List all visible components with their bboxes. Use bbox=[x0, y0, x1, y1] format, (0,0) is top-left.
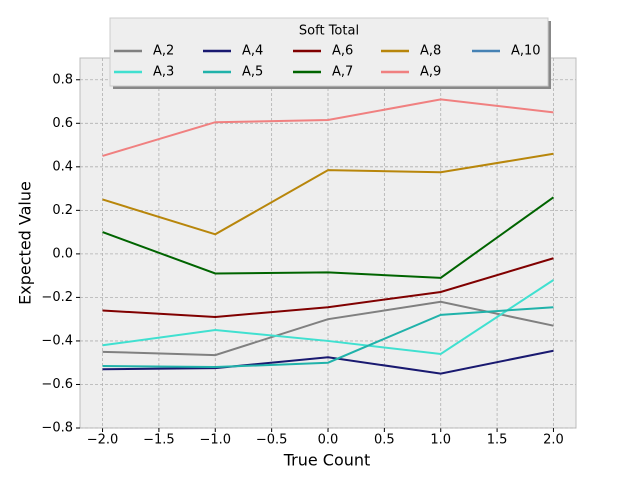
y-tick-label: 0.2 bbox=[52, 203, 73, 218]
line-series bbox=[102, 300, 554, 357]
x-tick-label: 1.5 bbox=[487, 433, 508, 448]
legend-label: A,4 bbox=[242, 44, 263, 59]
line-series bbox=[102, 349, 554, 375]
y-tick-label: −0.6 bbox=[41, 377, 73, 392]
y-tick-label: −0.8 bbox=[41, 421, 73, 436]
y-tick-label: 0.6 bbox=[52, 116, 73, 131]
line-series bbox=[102, 306, 554, 369]
legend-label: A,10 bbox=[511, 44, 541, 59]
line-series bbox=[102, 98, 554, 157]
x-axis-label: True Count bbox=[283, 451, 371, 470]
x-tick-label: 0.5 bbox=[374, 433, 395, 448]
line-series bbox=[102, 257, 554, 319]
legend-label: A,2 bbox=[153, 44, 174, 59]
y-tick-label: 0.8 bbox=[52, 72, 73, 87]
line-series bbox=[102, 196, 555, 279]
legend-label: A,7 bbox=[332, 65, 353, 80]
y-tick-label: −0.2 bbox=[41, 290, 73, 305]
x-tick-label: −0.5 bbox=[256, 433, 288, 448]
y-tick-label: 0.4 bbox=[52, 159, 73, 174]
y-tick-label: −0.4 bbox=[41, 333, 73, 348]
legend: Soft Total A,2 A,3 A,4 A,5 A,6 A,7 A,8 A,9 A,10 bbox=[109, 17, 551, 89]
x-tick-label: −1.0 bbox=[199, 433, 231, 448]
y-tick-label: 0.0 bbox=[52, 246, 73, 261]
legend-label: A,8 bbox=[420, 44, 441, 59]
line-series bbox=[102, 152, 554, 236]
legend-label: A,9 bbox=[420, 65, 441, 80]
x-tick-label: 1.0 bbox=[430, 433, 451, 448]
x-tick-label: −2.0 bbox=[87, 433, 119, 448]
legend-label: A,6 bbox=[332, 44, 353, 59]
legend-title: Soft Total bbox=[299, 24, 359, 39]
y-axis-label: Expected Value bbox=[16, 181, 35, 305]
line-series bbox=[102, 279, 555, 356]
x-tick-label: 0.0 bbox=[318, 433, 339, 448]
x-tick-label: 2.0 bbox=[543, 433, 564, 448]
legend-label: A,5 bbox=[242, 65, 263, 80]
x-tick-label: −1.5 bbox=[143, 433, 175, 448]
legend-label: A,3 bbox=[153, 65, 174, 80]
